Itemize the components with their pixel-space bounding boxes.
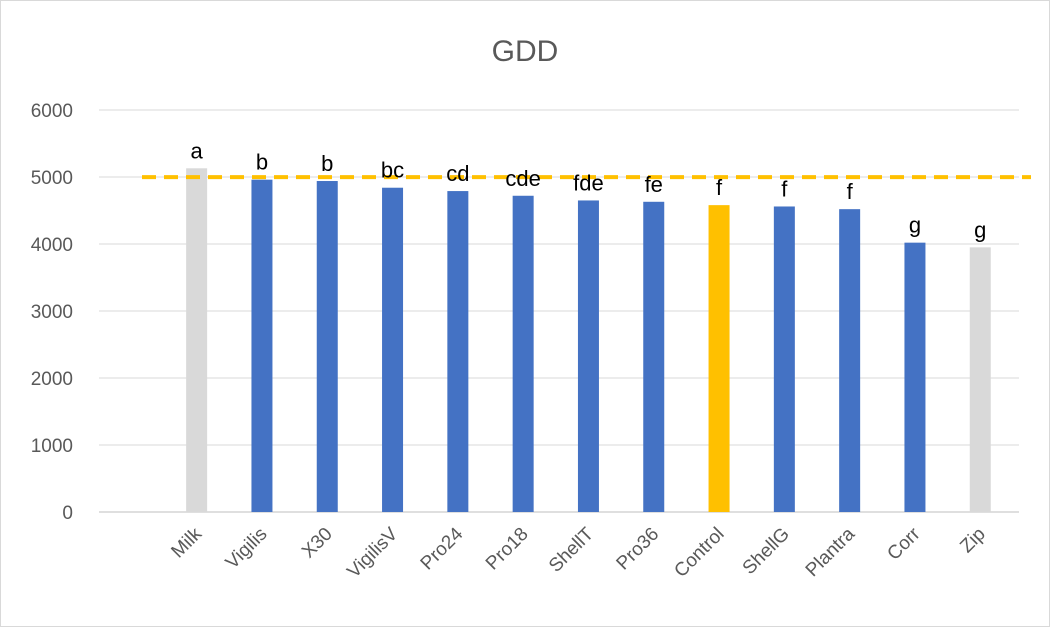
x-tick-label: ShellT xyxy=(545,523,598,576)
x-tick-label: VigilisV xyxy=(343,523,402,582)
bar-shellg xyxy=(773,206,795,513)
data-label: f xyxy=(716,175,723,200)
data-label: g xyxy=(974,217,986,242)
data-label: b xyxy=(321,151,333,176)
data-label: fe xyxy=(645,172,663,197)
data-label: cd xyxy=(446,161,469,186)
x-tick-label: Corr xyxy=(884,523,925,564)
x-tick-label: Zip xyxy=(956,524,990,558)
bar-plantra xyxy=(839,209,861,512)
gridlines xyxy=(99,109,1019,513)
x-tick-label: ShellG xyxy=(739,524,794,579)
y-tick-label: 3000 xyxy=(31,302,73,323)
x-tick-label: Control xyxy=(670,524,728,582)
chart-title: GDD xyxy=(492,35,559,68)
data-label: bc xyxy=(381,158,404,183)
y-tick-label: 0 xyxy=(62,503,73,524)
bar-vigilisv xyxy=(382,187,404,512)
bar-pro24 xyxy=(447,191,469,512)
y-axis-ticks: 0 1000 2000 3000 4000 5000 6000 xyxy=(31,101,73,524)
data-label: f xyxy=(847,179,854,204)
data-label: b xyxy=(256,150,268,175)
x-axis-ticks: Milk Vigilis X30 VigilisV Pro24 Pro18 ShellT Pr… xyxy=(167,523,989,582)
x-tick-label: Milk xyxy=(167,523,206,562)
y-tick-label: 4000 xyxy=(31,235,73,256)
data-labels: a b b bc cd cde fde fe f f f g g xyxy=(191,138,987,242)
bar-x30 xyxy=(316,181,338,512)
bar-corr xyxy=(904,242,926,512)
data-label: g xyxy=(909,213,921,238)
data-label: cde xyxy=(505,166,540,191)
x-tick-label: Plantra xyxy=(802,523,860,581)
bar-pro36 xyxy=(643,201,665,513)
bar-zip xyxy=(969,247,991,512)
bar-pro18 xyxy=(512,195,534,512)
x-tick-label: Pro24 xyxy=(417,523,468,574)
x-tick-label: X30 xyxy=(298,524,337,563)
x-tick-label: Pro18 xyxy=(482,524,533,575)
data-label: f xyxy=(781,176,788,201)
bar-shellt xyxy=(577,200,599,512)
data-label: fde xyxy=(573,170,604,195)
bars xyxy=(186,168,991,513)
y-tick-label: 2000 xyxy=(31,369,73,390)
x-tick-label: Pro36 xyxy=(613,524,664,575)
y-tick-label: 5000 xyxy=(31,168,73,189)
bar-milk xyxy=(186,168,208,513)
bar-vigilis xyxy=(251,179,273,512)
y-tick-label: 6000 xyxy=(31,101,73,122)
x-tick-label: Vigilis xyxy=(222,524,272,574)
data-label: a xyxy=(191,138,204,163)
bar-control xyxy=(708,205,730,512)
y-tick-label: 1000 xyxy=(31,436,73,457)
